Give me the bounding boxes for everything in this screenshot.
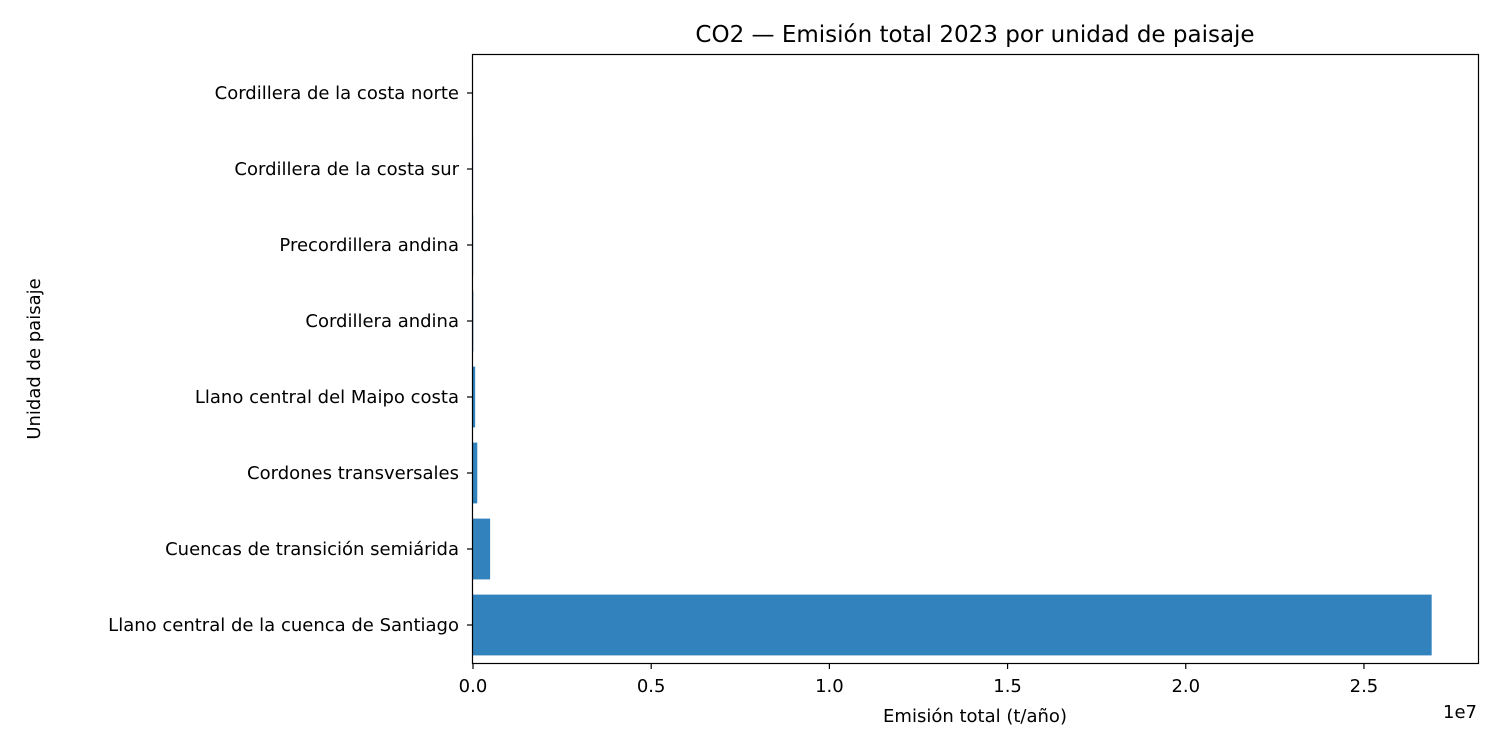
plot-frame (471, 53, 1480, 665)
x-ticks-group: 0.0 0.5 1.0 1.5 2.0 2.5 (459, 663, 1379, 697)
bar-5 (473, 442, 478, 504)
y-tick-label-6: Cuencas de transición semiárida (165, 539, 459, 560)
y-tick-label-2: Precordillera andina (279, 235, 459, 256)
x-tick-label-3: 1.5 (993, 676, 1022, 697)
x-tick-label-0: 0.0 (459, 676, 488, 697)
x-tick-label-1: 0.5 (637, 676, 666, 697)
bar-6 (473, 518, 491, 580)
y-tick-label-0: Cordillera de la costa norte (215, 83, 459, 104)
y-axis-label: Unidad de paisaje (24, 278, 45, 439)
bars-group (473, 62, 1432, 656)
x-offset-label: 1e7 (1443, 702, 1477, 723)
bar-4 (473, 366, 476, 428)
y-tick-label-3: Cordillera andina (305, 311, 459, 332)
y-tick-label-5: Cordones transversales (247, 463, 459, 484)
x-tick-label-4: 2.0 (1171, 676, 1200, 697)
chart-title: CO2 — Emisión total 2023 por unidad de p… (695, 22, 1254, 48)
x-axis-label: Emisión total (t/año) (883, 706, 1067, 727)
y-tick-label-7: Llano central de la cuenca de Santiago (108, 615, 459, 636)
bar-7 (473, 594, 1432, 656)
y-tick-label-4: Llano central del Maipo costa (195, 387, 459, 408)
x-tick-label-5: 2.5 (1350, 676, 1379, 697)
y-ticks-group: Cordillera de la costa norte Cordillera d… (108, 83, 473, 636)
y-tick-label-1: Cordillera de la costa sur (234, 159, 459, 180)
x-tick-label-2: 1.0 (815, 676, 844, 697)
